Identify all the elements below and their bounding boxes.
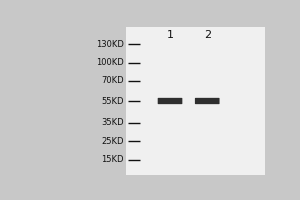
Text: 130KD: 130KD [96,40,124,49]
Text: 15KD: 15KD [101,155,124,164]
Text: 100KD: 100KD [96,58,124,67]
Text: 35KD: 35KD [101,118,124,127]
Text: 2: 2 [204,30,211,40]
Text: 25KD: 25KD [101,137,124,146]
FancyBboxPatch shape [195,98,220,104]
FancyBboxPatch shape [158,98,182,104]
Text: 1: 1 [167,30,173,40]
FancyBboxPatch shape [126,27,266,175]
Text: 70KD: 70KD [101,76,124,85]
Text: 55KD: 55KD [101,97,124,106]
